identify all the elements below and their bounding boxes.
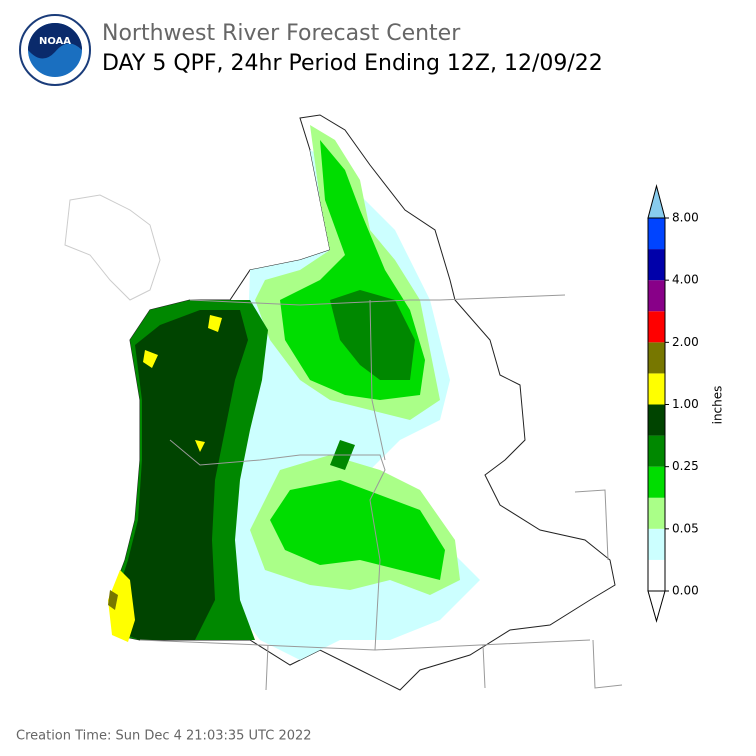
- colorbar-segment: [648, 249, 665, 281]
- colorbar-segment: [648, 435, 665, 467]
- colorbar-tick-label: 8.00: [672, 211, 699, 225]
- logo-text: NOAA: [39, 36, 71, 47]
- colorbar-segment: [648, 466, 665, 498]
- colorbar-tick-label: 1.00: [672, 397, 699, 411]
- colorbar-segment: [648, 311, 665, 343]
- colorbar-label: inches: [711, 386, 725, 425]
- subtitle: DAY 5 QPF, 24hr Period Ending 12Z, 12/09…: [102, 51, 603, 76]
- colorbar-segment: [648, 404, 665, 436]
- colorbar-segment: [648, 559, 665, 591]
- colorbar-tick-label: 0.05: [672, 521, 699, 535]
- colorbar-segment: [648, 280, 665, 312]
- colorbar-segment: [648, 373, 665, 405]
- colorbar: 0.00 0.05 0.25 1.00 2.00 4.00 8.00: [647, 184, 699, 623]
- colorbar-tick-label: 0.00: [672, 584, 699, 598]
- colorbar-segment: [648, 342, 665, 374]
- title: Northwest River Forecast Center: [102, 21, 461, 46]
- colorbar-segment: [648, 497, 665, 529]
- logo: NOAA: [19, 14, 91, 86]
- colorbar-tick-label: 0.25: [672, 459, 699, 473]
- creation-time: Creation Time: Sun Dec 4 21:03:35 UTC 20…: [16, 729, 312, 744]
- colorbar-segment: [648, 528, 665, 560]
- colorbar-tick-label: 2.00: [672, 335, 699, 349]
- colorbar-tick-label: 4.00: [672, 273, 699, 287]
- map: [64, 114, 623, 691]
- colorbar-segment: [648, 218, 665, 250]
